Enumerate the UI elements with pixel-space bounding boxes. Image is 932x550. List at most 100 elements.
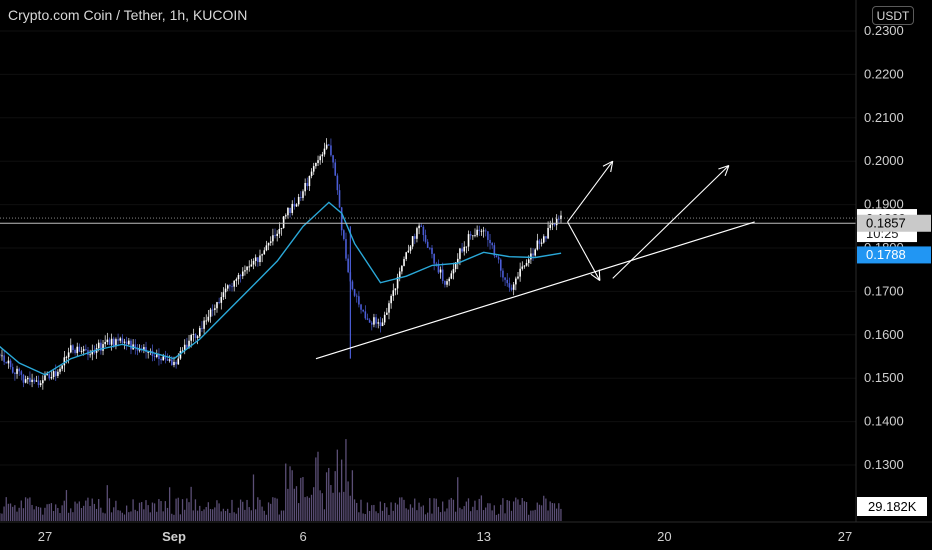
candle-body: [123, 341, 126, 343]
candle-body: [287, 207, 289, 216]
volume-bar: [334, 471, 336, 521]
candle-body: [224, 288, 227, 293]
volume-bar: [442, 501, 444, 521]
candle-body: [444, 280, 446, 285]
price-tick-label: 0.1300: [864, 457, 904, 472]
volume-bar: [416, 510, 418, 521]
candle-body: [472, 235, 474, 237]
volume-bar: [336, 449, 338, 521]
candle-body: [401, 265, 403, 272]
candle-body: [244, 270, 246, 272]
volume-bar: [72, 512, 74, 521]
volume-bar: [104, 513, 106, 521]
volume-bar: [184, 509, 186, 521]
candle-body: [119, 338, 122, 341]
candle-body: [0, 354, 1, 356]
candle-body: [196, 336, 199, 338]
volume-bar: [267, 502, 270, 521]
volume-bar: [201, 511, 203, 521]
candle-body: [117, 339, 119, 341]
volume-bar: [293, 488, 295, 521]
price-axis-bg: [856, 0, 932, 550]
volume-bar: [196, 510, 199, 521]
volume-bar: [160, 501, 162, 521]
candle-body: [340, 207, 343, 231]
candle-body: [484, 230, 487, 232]
candle-body: [31, 379, 33, 383]
candle-body: [175, 361, 177, 365]
candle-body: [321, 154, 324, 157]
candle-body: [121, 338, 124, 343]
volume-bar: [192, 510, 194, 521]
candle-body: [198, 328, 201, 337]
time-axis[interactable]: 27 Sep 6 13 20 27: [0, 521, 932, 550]
candle-body: [530, 253, 532, 260]
volume-bar: [246, 499, 248, 521]
volume-bar: [545, 498, 547, 521]
currency-selector[interactable]: USDT: [872, 6, 914, 25]
volume-bar: [179, 514, 182, 521]
candle-body: [110, 338, 113, 345]
volume-bar: [250, 510, 252, 521]
candle-body: [540, 242, 543, 244]
candle-body: [482, 230, 485, 232]
volume-bar: [487, 503, 489, 521]
candle-body: [403, 259, 405, 266]
volume-bar: [3, 506, 5, 521]
volume-bar: [95, 508, 98, 521]
volume-bar: [89, 506, 91, 521]
candle-body: [448, 278, 450, 282]
candle-body: [517, 276, 519, 279]
candle-body: [459, 248, 461, 259]
candle-body: [383, 314, 386, 323]
volume-bar: [495, 514, 498, 521]
candle-body: [532, 253, 534, 256]
candle-body: [506, 279, 509, 284]
user-drawings[interactable]: [0, 160, 856, 360]
volume-bar: [18, 507, 20, 521]
volume-bar: [381, 510, 384, 521]
volume-bar: [555, 508, 558, 521]
volume-bar: [558, 503, 560, 521]
candle-body: [381, 322, 384, 327]
candle-body: [420, 225, 423, 227]
arrow-head: [602, 160, 613, 167]
volume-bar: [113, 507, 115, 521]
volume-bar: [12, 506, 14, 521]
volume-bar: [317, 451, 319, 521]
volume-bar: [282, 510, 285, 521]
price-gridlines: [0, 30, 856, 466]
price-axis[interactable]: 0.23000.22000.21000.20000.19000.18000.17…: [855, 0, 932, 550]
volume-bar: [125, 505, 128, 521]
candle-body: [203, 320, 205, 329]
arrow-head: [718, 165, 730, 170]
volume-bar: [310, 494, 313, 521]
volume-bar: [242, 501, 244, 521]
candle-body: [33, 379, 36, 382]
volume-bar: [366, 502, 369, 521]
volume-bar: [295, 486, 298, 521]
volume-bar: [143, 509, 145, 521]
volume-bar: [153, 503, 156, 521]
volume-bar: [411, 507, 414, 521]
candle-body: [437, 263, 440, 273]
candle-body: [18, 368, 20, 372]
volume-bar: [276, 498, 278, 521]
candle-body: [57, 371, 59, 376]
volume-bar: [407, 509, 409, 521]
candle-body: [259, 255, 261, 263]
candle-body: [211, 309, 214, 311]
candle-body: [143, 347, 145, 351]
candle-body: [250, 264, 253, 267]
candle-body: [418, 225, 420, 229]
volume-bar: [57, 507, 59, 521]
candle-body: [173, 361, 175, 366]
line-price-badge: 0.1857: [866, 215, 906, 230]
candle-body: [390, 295, 392, 304]
volume-bar: [418, 502, 420, 521]
candle-body: [72, 345, 74, 350]
candle-body: [179, 350, 182, 359]
candle-body: [229, 285, 231, 287]
volume-bar: [465, 501, 467, 521]
